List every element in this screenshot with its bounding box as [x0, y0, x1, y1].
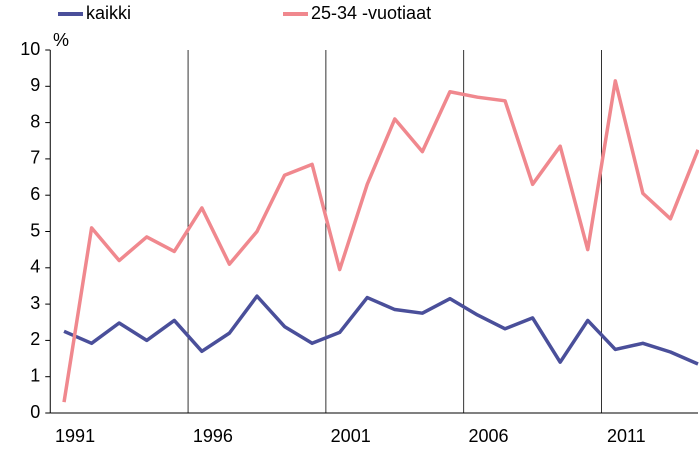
x-tick-label: 2006: [468, 426, 508, 446]
y-tick-label: 7: [30, 148, 40, 168]
x-tick-label: 2001: [331, 426, 371, 446]
x-tick-label: 1991: [55, 426, 95, 446]
legend-label: 25-34 -vuotiaat: [311, 3, 431, 23]
y-tick-label: 9: [30, 75, 40, 95]
y-tick-label: 6: [30, 184, 40, 204]
y-tick-label: 4: [30, 257, 40, 277]
y-tick-label: 0: [30, 402, 40, 422]
series-line: [62, 79, 699, 403]
y-tick-label: 2: [30, 329, 40, 349]
y-tick-label: 1: [30, 365, 40, 385]
legend-label: kaikki: [86, 3, 131, 23]
y-tick-label: 8: [30, 111, 40, 131]
y-tick-label: 3: [30, 293, 40, 313]
series-line: [63, 294, 699, 366]
y-tick-label: 5: [30, 220, 40, 240]
x-tick-label: 2011: [607, 426, 646, 446]
y-tick-label: 10: [20, 39, 40, 59]
y-axis-label: %: [53, 30, 69, 50]
x-tick-label: 1996: [193, 426, 233, 446]
